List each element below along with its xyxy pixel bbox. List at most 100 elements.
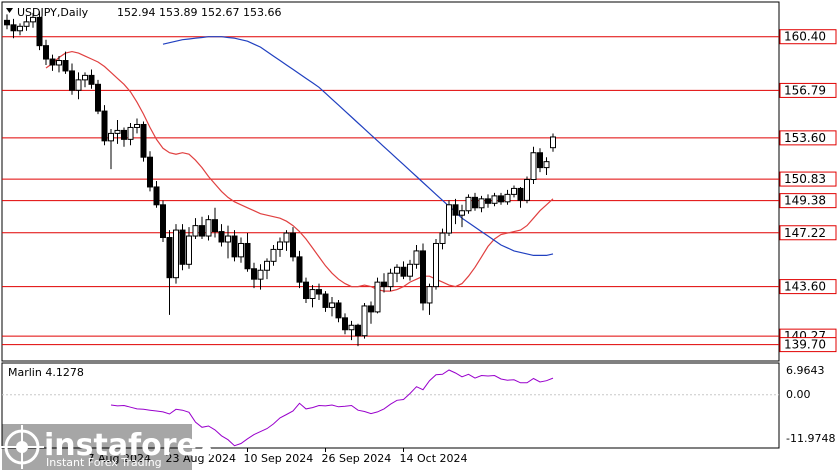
candle-76 [498, 192, 504, 205]
candle-65 [426, 283, 433, 315]
chevron-down-icon[interactable] [6, 8, 13, 13]
candle-39 [257, 264, 264, 290]
candle-64 [420, 243, 426, 311]
candle-26 [173, 224, 179, 284]
candle-2 [17, 23, 23, 36]
candle-69 [452, 198, 459, 225]
candle-4 [30, 12, 36, 28]
candle-24 [160, 200, 166, 242]
candle-20 [134, 118, 140, 134]
candle-36 [238, 237, 244, 263]
candle-44 [290, 227, 296, 262]
indicator-scale-bottom: -11.9748 [786, 432, 835, 445]
x-tick-label-3: 26 Sep 2024 [322, 452, 392, 465]
candle-62 [407, 259, 413, 281]
candle-19 [127, 122, 134, 146]
candle-21 [140, 121, 147, 162]
candle-78 [511, 185, 517, 198]
candle-79 [517, 186, 524, 208]
indicator-series [2, 369, 779, 447]
candle-28 [186, 227, 192, 269]
candle-35 [231, 230, 238, 262]
candle-48 [316, 283, 322, 300]
candle-30 [199, 216, 205, 240]
candle-15 [101, 105, 108, 146]
level-price-box-8 [779, 337, 837, 353]
candle-5 [36, 11, 43, 51]
level-label-3: 150.83 [784, 172, 826, 186]
candle-83 [543, 157, 550, 176]
instaforex-logo-icon [0, 425, 44, 469]
candle-46 [303, 277, 309, 303]
level-label-4: 149.38 [784, 194, 826, 208]
candle-70 [459, 204, 465, 228]
candle-80 [524, 176, 530, 204]
candle-52 [342, 313, 348, 335]
candle-17 [114, 120, 121, 144]
candle-8 [56, 56, 62, 73]
indicator-pane-frame [1, 362, 780, 449]
candle-38 [251, 262, 257, 289]
candle-45 [296, 250, 303, 289]
level-label-5: 147.22 [784, 226, 826, 240]
candle-32 [212, 207, 218, 238]
x-tick-label-1: 23 Aug 2024 [166, 452, 236, 465]
indicator-scale-mid: 0.00 [786, 388, 811, 401]
candle-82 [537, 148, 543, 173]
level-label-6: 143.60 [784, 280, 826, 294]
candle-13 [88, 69, 95, 89]
candle-0 [4, 14, 10, 30]
level-price-box-1 [779, 82, 837, 98]
moving-averages [45, 36, 554, 292]
candle-53 [348, 320, 355, 341]
candle-18 [121, 127, 127, 147]
candle-50 [329, 297, 335, 317]
candle-10 [69, 63, 75, 95]
series-line-0 [45, 50, 554, 292]
indicator-scale-top: 6.9643 [786, 364, 825, 377]
candle-54 [355, 323, 361, 347]
level-price-box-6 [779, 279, 837, 295]
candle-43 [283, 230, 290, 251]
horizontal-levels: 160.40 156.79 153.60 150.83 149.38 147.22 143.… [2, 29, 837, 353]
candle-23 [153, 181, 160, 208]
x-tick-label-4: 14 Oct 2024 [400, 452, 468, 465]
candle-63 [413, 244, 420, 269]
candle-41 [270, 244, 277, 266]
level-price-box-0 [779, 29, 837, 45]
x-axis-ticks: 7 Aug 2024 23 Aug 2024 10 Sep 2024 26 Sep 2… [88, 448, 468, 465]
level-label-8: 139.70 [784, 338, 826, 352]
level-label-1: 156.79 [784, 83, 826, 97]
candle-55 [361, 302, 368, 339]
indicator-line [110, 369, 554, 447]
level-price-box-5 [779, 225, 837, 241]
candle-73 [478, 195, 485, 213]
candle-68 [446, 200, 452, 237]
candle-60 [394, 264, 400, 283]
candle-22 [147, 151, 153, 192]
candle-9 [62, 51, 69, 74]
price-pane-frame [1, 1, 780, 362]
symbol-label: USDJPY,Daily [17, 6, 89, 19]
candle-71 [465, 194, 472, 214]
candle-72 [472, 192, 478, 211]
candle-84 [550, 133, 556, 152]
candle-77 [504, 189, 511, 205]
candle-16 [108, 128, 114, 170]
candle-34 [225, 225, 231, 259]
candle-58 [381, 273, 387, 293]
candle-33 [218, 224, 225, 247]
candle-59 [387, 268, 394, 292]
candle-6 [43, 39, 49, 65]
candle-11 [75, 72, 82, 100]
candles [4, 11, 556, 347]
candle-12 [82, 72, 88, 88]
level-price-box-2 [779, 130, 837, 146]
candle-27 [179, 224, 186, 271]
candle-25 [166, 230, 173, 315]
candle-61 [400, 261, 407, 280]
x-tick-label-2: 10 Sep 2024 [244, 452, 314, 465]
level-label-2: 153.60 [784, 131, 826, 145]
candle-74 [485, 194, 491, 208]
